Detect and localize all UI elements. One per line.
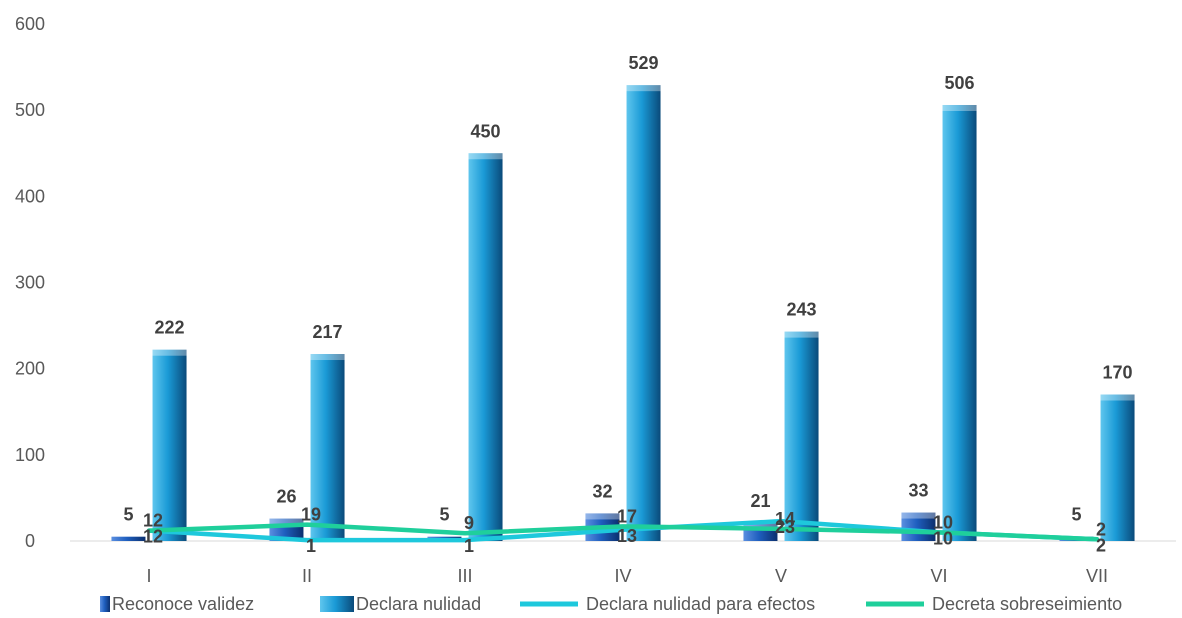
bar-highlight — [784, 331, 819, 338]
x-tick-label: V — [775, 566, 787, 586]
line-data-label: 13 — [617, 526, 637, 546]
x-tick-label: II — [302, 566, 312, 586]
x-tick-label: VII — [1086, 566, 1108, 586]
y-tick-label: 600 — [15, 14, 45, 34]
bar-declara-nulidad — [784, 331, 819, 541]
bar-data-label: 33 — [908, 481, 928, 501]
bar-highlight — [310, 354, 345, 361]
bar-declara-nulidad — [626, 85, 661, 541]
bar-data-label: 32 — [592, 481, 612, 501]
bar-declara-nulidad — [1100, 394, 1135, 541]
bar-declara-nulidad — [152, 349, 187, 541]
bar-data-label: 21 — [750, 491, 770, 511]
y-tick-label: 100 — [15, 445, 45, 465]
bar-data-label: 5 — [123, 505, 133, 525]
legend-label: Decreta sobreseimiento — [932, 594, 1122, 614]
x-tick-label: VI — [930, 566, 947, 586]
bar-data-label: 170 — [1103, 363, 1133, 383]
x-tick-label: I — [146, 566, 151, 586]
bar-data-label: 5 — [439, 505, 449, 525]
bar-data-label: 217 — [313, 322, 343, 342]
line-point — [464, 539, 466, 541]
line-data-label: 12 — [143, 511, 163, 531]
y-tick-label: 300 — [15, 273, 45, 293]
legend-label: Declara nulidad para efectos — [586, 594, 815, 614]
line-point — [780, 520, 782, 522]
bar-data-label: 26 — [276, 487, 296, 507]
bars — [111, 85, 1135, 541]
line-data-label: 12 — [143, 527, 163, 547]
line-data-label: 9 — [464, 513, 474, 533]
y-tick-label: 200 — [15, 359, 45, 379]
bar-highlight — [585, 513, 620, 520]
line-point — [622, 529, 624, 531]
bar-data-label: 506 — [945, 73, 975, 93]
line-point — [464, 532, 466, 534]
y-tick-label: 0 — [25, 531, 35, 551]
legend-label: Reconoce validez — [112, 594, 254, 614]
legend-swatch — [320, 596, 354, 612]
line-point — [306, 539, 308, 541]
line-point — [938, 531, 940, 533]
bar-reconoce-validez — [111, 536, 146, 541]
bar-highlight — [743, 522, 778, 529]
line-point — [622, 525, 624, 527]
line-data-label: 2 — [1096, 519, 1106, 539]
legend-swatch — [100, 596, 110, 612]
x-tick-label: IV — [614, 566, 631, 586]
bar-highlight — [901, 512, 936, 519]
bar-reconoce-validez — [901, 512, 936, 541]
bar-highlight — [942, 104, 977, 111]
line-data-label: 10 — [933, 528, 953, 548]
bar-data-label: 529 — [629, 53, 659, 73]
bar-data-label: 243 — [787, 300, 817, 320]
y-tick-label: 400 — [15, 186, 45, 206]
line-data-label: 14 — [775, 509, 795, 529]
line-data-label: 1 — [464, 536, 474, 556]
legend: Reconoce validez Declara nulidad Declara n… — [100, 594, 1122, 614]
line-data-label: 19 — [301, 505, 321, 525]
bar-highlight — [1100, 394, 1135, 401]
lines — [146, 518, 1100, 543]
line-point — [1096, 538, 1098, 540]
line-data-label: 1 — [306, 536, 316, 556]
bar-declara-nulidad — [942, 104, 977, 541]
bar-highlight — [269, 518, 304, 525]
bar-highlight — [626, 85, 661, 92]
x-axis: I II III IV V VI VII — [70, 540, 1176, 586]
line-data-label: 10 — [933, 512, 953, 532]
y-axis: 0 100 200 300 400 500 600 — [15, 14, 45, 551]
line-data-label: 2 — [1096, 535, 1106, 555]
legend-label: Declara nulidad — [356, 594, 481, 614]
line-data-label: 17 — [617, 506, 637, 526]
bar-data-label: 5 — [1071, 505, 1081, 525]
y-tick-label: 500 — [15, 100, 45, 120]
x-tick-label: III — [457, 566, 472, 586]
bar-declara-nulidad — [310, 354, 345, 541]
line-data-label: 23 — [775, 517, 795, 537]
bar-highlight — [152, 349, 187, 356]
bar-data-label: 450 — [471, 121, 501, 141]
bar-declara-nulidad — [468, 153, 503, 541]
bar-data-label: 222 — [155, 318, 185, 338]
bar-highlight — [468, 153, 503, 160]
line-point — [780, 528, 782, 530]
line-point — [306, 524, 308, 526]
line-point — [148, 530, 150, 532]
